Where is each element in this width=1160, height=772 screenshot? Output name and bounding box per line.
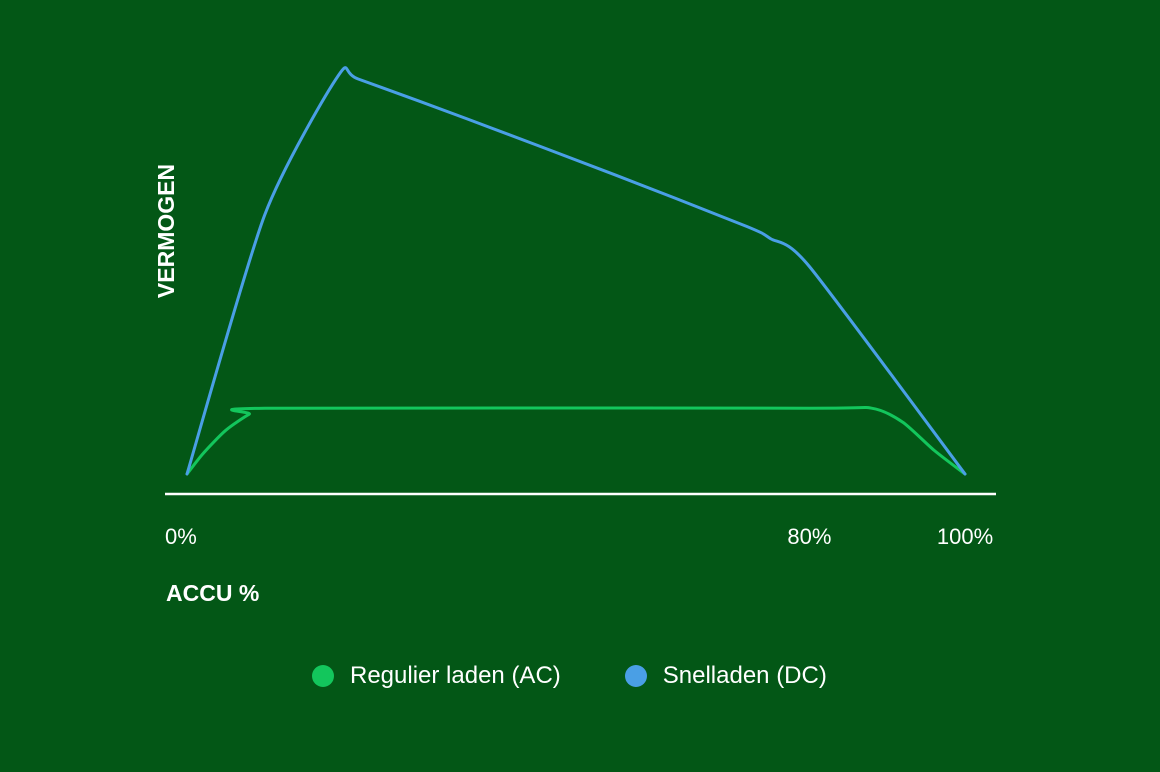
x-tick-labels: 0% 80% 100% [165, 524, 993, 549]
legend-label-ac: Regulier laden (AC) [350, 662, 561, 689]
series-line-ac [185, 405, 967, 476]
legend-item-dc: Snelladen (DC) [624, 662, 827, 690]
x-tick-label: 100% [937, 524, 993, 549]
x-tick-label: 0% [165, 524, 197, 549]
series-line-dc [185, 66, 967, 476]
legend-label-dc: Snelladen (DC) [662, 662, 827, 689]
legend-item-ac: Regulier laden (AC) [312, 662, 561, 690]
legend-dot-dc [624, 665, 647, 687]
series-layer [185, 66, 967, 476]
y-axis-title: VERMOGEN [153, 164, 179, 298]
legend: Regulier laden (AC) Snelladen (DC) [312, 662, 827, 690]
x-axis-title: ACCU % [166, 580, 259, 606]
x-tick-label: 80% [787, 524, 831, 549]
legend-dot-ac [312, 665, 334, 687]
